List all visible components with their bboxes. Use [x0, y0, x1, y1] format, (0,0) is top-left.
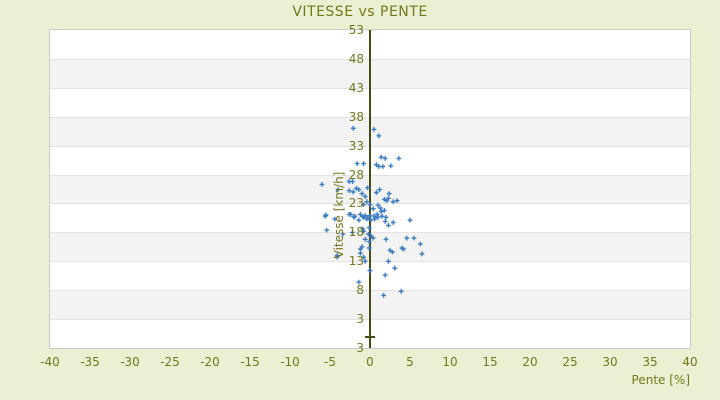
- x-tick-label: -30: [120, 355, 140, 369]
- x-tick-label: 30: [602, 355, 618, 369]
- x-tick-label: 10: [442, 355, 458, 369]
- y-tick-label: 48: [348, 51, 364, 66]
- x-tick-label: 25: [562, 355, 578, 369]
- y-axis-zero-tick: [365, 336, 375, 339]
- y-tick-label: 28: [348, 167, 364, 182]
- x-tick-label: 5: [406, 355, 414, 369]
- y-axis-title: Vitesse [km/h]: [332, 171, 346, 259]
- x-axis-title: Pente [%]: [631, 373, 690, 387]
- x-tick-label: -10: [280, 355, 300, 369]
- y-tick-label: 8: [356, 283, 364, 298]
- y-axis-line: [369, 30, 371, 348]
- scatter-points: [319, 125, 425, 298]
- x-tick-label: -35: [80, 355, 100, 369]
- x-tick-label: 20: [522, 355, 538, 369]
- scatter-marker-path: [319, 125, 425, 298]
- y-tick-label: 33: [348, 138, 364, 153]
- x-tick-label: -15: [240, 355, 260, 369]
- x-tick-label: -40: [40, 355, 60, 369]
- x-tick-label: 0: [366, 355, 374, 369]
- y-tick-label: 13: [348, 254, 364, 269]
- y-axis-min-label: 3: [356, 341, 364, 355]
- x-tick-label: 35: [642, 355, 658, 369]
- plot-area: [49, 29, 691, 349]
- y-tick-label: 18: [348, 225, 364, 240]
- x-tick-label: 40: [682, 355, 698, 369]
- x-tick-label: -20: [200, 355, 220, 369]
- y-tick-label: 38: [348, 109, 364, 124]
- x-tick-label: 15: [482, 355, 498, 369]
- y-tick-label: 43: [348, 80, 364, 95]
- y-tick-label: 53: [348, 23, 364, 37]
- chart-title: VITESSE vs PENTE: [292, 4, 428, 20]
- y-tick-label: 23: [348, 196, 364, 211]
- x-tick-label: -25: [160, 355, 180, 369]
- y-tick-label: 3: [356, 312, 364, 327]
- x-tick-label: -5: [324, 355, 336, 369]
